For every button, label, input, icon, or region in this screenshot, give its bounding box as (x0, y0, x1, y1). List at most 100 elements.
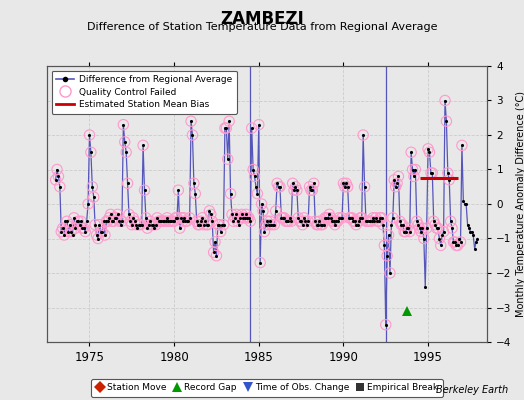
Point (241, 214, 249, 221)
Point (210, 249, 218, 256)
Point (195, 222, 204, 228)
Point (398, 222, 407, 228)
Point (320, 222, 328, 228)
Point (96, 228, 105, 235)
Point (157, 218, 166, 224)
Point (279, 214, 287, 221)
Point (218, 222, 226, 228)
Point (236, 214, 245, 221)
Point (126, 218, 135, 224)
Point (114, 211, 122, 218)
Point (114, 211, 122, 218)
Point (451, 239, 459, 245)
Point (98, 228, 106, 235)
Point (161, 218, 170, 224)
Point (331, 222, 339, 228)
Point (81, 228, 90, 235)
Point (416, 225, 424, 231)
Point (226, 190, 235, 197)
Point (261, 222, 270, 228)
Point (211, 239, 219, 245)
Point (315, 218, 324, 224)
Point (304, 218, 312, 224)
Point (341, 184, 349, 190)
Point (80, 225, 88, 231)
Point (425, 149, 434, 156)
Point (300, 214, 308, 221)
Point (56, 184, 64, 190)
Point (253, 190, 261, 197)
Point (60, 232, 68, 238)
Point (401, 228, 410, 235)
Point (430, 218, 438, 224)
Point (53, 166, 61, 173)
Point (425, 149, 434, 156)
Point (456, 239, 465, 245)
Point (181, 218, 190, 224)
Point (121, 139, 129, 145)
Point (355, 218, 363, 224)
Point (297, 218, 305, 224)
Point (250, 173, 259, 180)
Point (394, 173, 402, 180)
Point (330, 218, 338, 224)
Point (326, 214, 335, 221)
Point (324, 214, 332, 221)
Point (102, 218, 111, 224)
Point (118, 218, 126, 224)
Point (302, 222, 311, 228)
Point (70, 214, 78, 221)
Point (156, 218, 164, 224)
Point (298, 222, 307, 228)
Point (88, 184, 96, 190)
Point (90, 194, 98, 200)
Point (318, 222, 326, 228)
Point (210, 249, 218, 256)
Point (102, 218, 111, 224)
Point (311, 218, 320, 224)
Point (196, 218, 205, 224)
Point (363, 218, 372, 224)
Point (346, 214, 355, 221)
Point (71, 225, 80, 231)
Point (351, 218, 359, 224)
Point (160, 218, 168, 224)
Point (222, 125, 231, 131)
Point (298, 222, 307, 228)
Point (149, 222, 157, 228)
Point (348, 214, 356, 221)
Point (122, 149, 130, 156)
Point (214, 222, 222, 228)
Point (160, 218, 168, 224)
Point (106, 211, 115, 218)
Point (400, 228, 408, 235)
Point (449, 239, 457, 245)
Point (153, 214, 161, 221)
Point (133, 225, 141, 231)
Point (188, 132, 196, 138)
Point (307, 187, 315, 193)
Point (401, 228, 410, 235)
Point (159, 218, 167, 224)
Point (149, 222, 157, 228)
Point (369, 214, 377, 221)
Point (410, 173, 418, 180)
Point (279, 214, 287, 221)
Point (257, 201, 266, 207)
Point (136, 222, 145, 228)
Point (169, 218, 177, 224)
Point (224, 156, 232, 162)
Point (229, 218, 237, 224)
Point (417, 228, 425, 235)
Point (261, 222, 270, 228)
Point (301, 218, 310, 224)
Point (155, 218, 163, 224)
Point (357, 214, 366, 221)
Point (283, 218, 291, 224)
Point (305, 184, 314, 190)
Point (451, 239, 459, 245)
Point (214, 222, 222, 228)
Point (271, 208, 280, 214)
Point (95, 222, 104, 228)
Point (256, 260, 265, 266)
